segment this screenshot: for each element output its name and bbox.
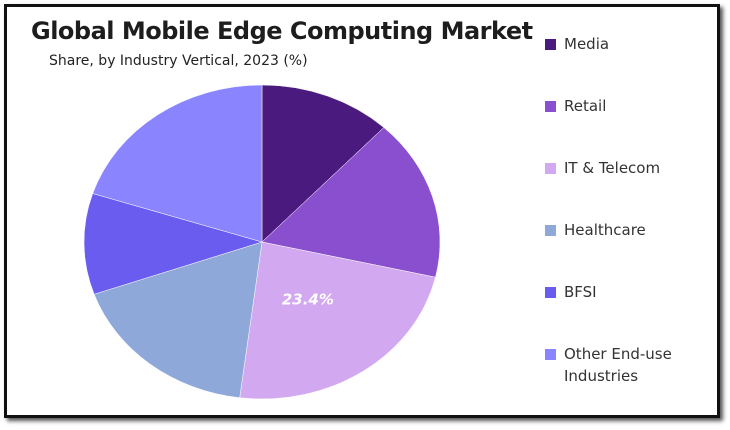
legend-swatch: [545, 349, 556, 360]
legend-swatch: [545, 101, 556, 112]
legend-item: Healthcare: [545, 219, 715, 241]
legend-label: Retail: [564, 97, 607, 115]
pie-slice: [83, 193, 263, 295]
legend-item: Media: [545, 33, 715, 55]
legend-label: BFSI: [564, 283, 597, 301]
legend-swatch: [545, 287, 556, 298]
data-label: 23.4%: [282, 290, 334, 308]
legend-label: Media: [564, 35, 610, 53]
legend-item: BFSI: [545, 281, 715, 303]
chart-subtitle: Share, by Industry Vertical, 2023 (%): [49, 53, 308, 69]
chart-frame: 23.4% Global Mobile Edge Computing Marke…: [4, 4, 720, 418]
pie-slice: [93, 241, 263, 399]
legend-item: IT & Telecom: [545, 157, 715, 179]
legend-swatch: [545, 163, 556, 174]
legend-swatch: [545, 39, 556, 50]
legend-item: Retail: [545, 95, 715, 117]
pie-chart: 23.4%: [83, 84, 441, 400]
pie-slice: [261, 84, 385, 243]
pie-slice: [261, 127, 441, 278]
pie-slice: [92, 84, 263, 243]
pie-slice: [239, 241, 436, 400]
legend-swatch: [545, 225, 556, 236]
chart-title: Global Mobile Edge Computing Market: [31, 17, 533, 45]
legend-label: Other End-use Industries: [564, 345, 672, 385]
legend-label: IT & Telecom: [564, 159, 661, 177]
legend-label: Healthcare: [564, 221, 646, 239]
legend-item: Other End-use Industries: [545, 343, 715, 387]
